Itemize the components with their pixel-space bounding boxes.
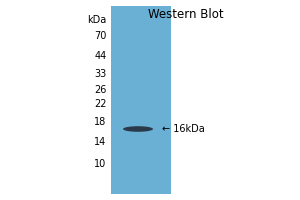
Text: Western Blot: Western Blot — [148, 8, 224, 21]
Bar — [111, 6, 171, 194]
Text: 10: 10 — [94, 159, 106, 169]
Text: ← 16kDa: ← 16kDa — [162, 124, 205, 134]
Text: 26: 26 — [94, 85, 106, 95]
Text: kDa: kDa — [87, 15, 106, 25]
Text: 44: 44 — [94, 51, 106, 61]
Ellipse shape — [123, 126, 153, 132]
Text: 18: 18 — [94, 117, 106, 127]
Text: 70: 70 — [94, 31, 106, 41]
Text: 14: 14 — [94, 137, 106, 147]
Text: 22: 22 — [94, 99, 106, 109]
Text: 33: 33 — [94, 69, 106, 79]
